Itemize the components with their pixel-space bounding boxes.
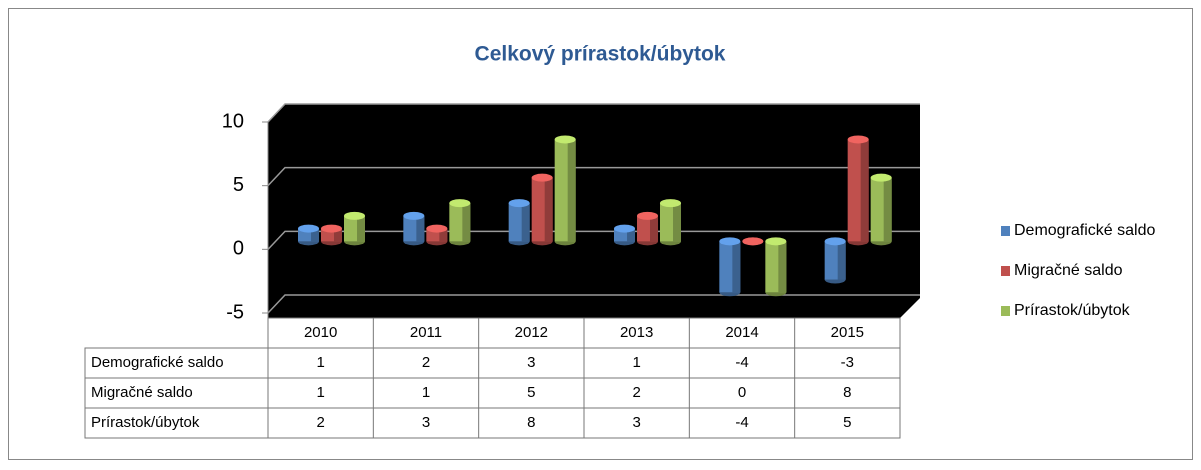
- bar-part: [321, 224, 342, 233]
- bar-part: [765, 237, 787, 246]
- bar-part: [298, 224, 319, 233]
- table-cell: 3: [422, 414, 430, 431]
- bar: [531, 173, 553, 246]
- bar: [742, 237, 764, 246]
- bar-part: [508, 199, 530, 208]
- table-cell: 1: [316, 384, 324, 401]
- bar-part: [334, 228, 342, 242]
- grid-line: [267, 166, 920, 187]
- bar: [426, 224, 448, 246]
- bar-part: [883, 177, 892, 242]
- bar: [344, 211, 365, 246]
- bar: [824, 237, 846, 284]
- chart-title: Celkový prírastok/úbytok: [475, 43, 726, 66]
- bar-part: [403, 211, 425, 220]
- legend-swatch: [1001, 226, 1010, 236]
- table-cell: 1: [632, 354, 640, 371]
- legend-label: Demografické saldo: [1014, 222, 1156, 239]
- bar: [870, 173, 892, 246]
- plot-area: [268, 104, 920, 318]
- legend-label: Migračné saldo: [1014, 262, 1123, 279]
- bar-part: [847, 135, 869, 144]
- bar: [554, 135, 576, 246]
- bar-part: [531, 173, 553, 182]
- table-cell: 8: [527, 414, 535, 431]
- bar-part: [627, 228, 635, 242]
- bar: [847, 135, 869, 246]
- x-tick-label: 2011: [410, 324, 442, 341]
- bar-part: [870, 173, 892, 182]
- legend-swatch: [1001, 266, 1010, 276]
- grid-line: [267, 230, 920, 250]
- table-cell: 1: [422, 384, 430, 401]
- bar-part: [554, 135, 576, 144]
- table-cell: -4: [735, 414, 748, 431]
- table-row-label: Demografické saldo: [91, 354, 224, 371]
- table-row-label: Migračné saldo: [91, 384, 193, 401]
- bar-part: [567, 139, 576, 242]
- table-row-label: Prírastok/úbytok: [91, 414, 200, 431]
- bar: [298, 224, 319, 246]
- y-tick-label: -5: [226, 301, 244, 323]
- x-tick-label: 2013: [620, 324, 653, 341]
- table-cell: 2: [422, 354, 430, 371]
- table-cell: 3: [632, 414, 640, 431]
- bar: [637, 211, 658, 246]
- bar-part: [521, 203, 530, 242]
- table-cell: 8: [843, 384, 851, 401]
- bar-part: [742, 237, 764, 246]
- bar-part: [344, 211, 365, 220]
- bar-part: [614, 224, 635, 233]
- bar-part: [311, 228, 319, 242]
- bar-part: [860, 139, 869, 242]
- bar-part: [426, 224, 448, 233]
- table-cell: 2: [632, 384, 640, 401]
- grid-line: [267, 294, 920, 314]
- y-tick-label: 10: [222, 110, 244, 132]
- bar-part: [357, 215, 365, 242]
- bar: [719, 237, 741, 297]
- table-cell: 5: [527, 384, 535, 401]
- bar: [403, 211, 425, 246]
- bar-part: [637, 211, 658, 220]
- table-cell: 0: [738, 384, 746, 401]
- bar-part: [778, 241, 787, 293]
- x-tick-label: 2015: [831, 324, 864, 341]
- x-tick-label: 2012: [515, 324, 548, 341]
- table-cell: 3: [527, 354, 535, 371]
- y-tick-label: 5: [233, 174, 244, 196]
- bar: [508, 199, 530, 246]
- grid-line: [267, 103, 920, 123]
- table-cell: -4: [735, 354, 748, 371]
- bar-part: [824, 237, 846, 246]
- table-cell: 2: [316, 414, 324, 431]
- bar-part: [660, 199, 681, 208]
- legend-swatch: [1001, 306, 1010, 316]
- bar-part: [449, 199, 471, 208]
- x-tick-label: 2010: [304, 324, 337, 341]
- bar-part: [673, 203, 681, 242]
- bar: [765, 237, 787, 297]
- bar: [614, 224, 635, 246]
- bar-part: [416, 215, 425, 242]
- bar: [449, 199, 471, 246]
- table-cell: 5: [843, 414, 851, 431]
- bar-part: [837, 241, 846, 280]
- table-cell: 1: [316, 354, 324, 371]
- y-tick-label: 0: [233, 238, 244, 260]
- bar-part: [544, 177, 553, 242]
- x-tick-label: 2014: [725, 324, 758, 341]
- legend-label: Prírastok/úbytok: [1014, 302, 1131, 319]
- bar: [660, 199, 681, 246]
- table-cell: -3: [841, 354, 854, 371]
- bar-part: [732, 241, 741, 293]
- bar: [321, 224, 342, 246]
- bar-part: [650, 215, 658, 242]
- bar-part: [439, 228, 448, 242]
- bar-part: [719, 237, 741, 246]
- bar-part: [462, 203, 471, 242]
